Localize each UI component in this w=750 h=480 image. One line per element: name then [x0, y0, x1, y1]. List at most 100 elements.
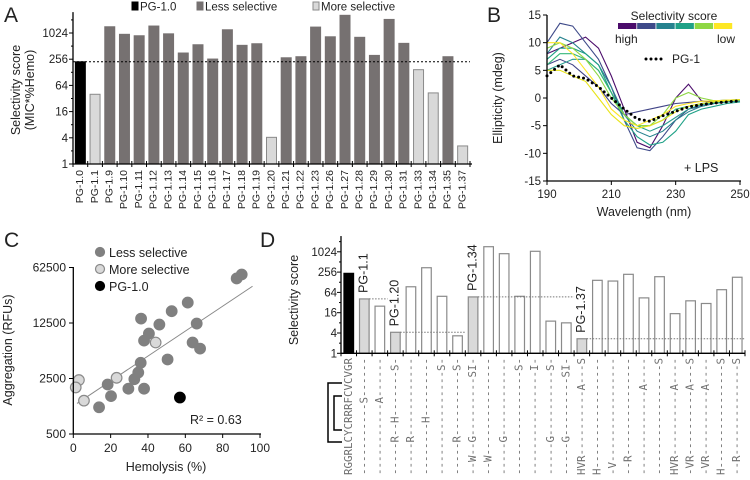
sequence-label: -----G------------	[497, 358, 510, 475]
less-selective-point	[230, 272, 243, 285]
x-tick-label: PG-1.19	[251, 170, 263, 209]
x-tick-label: PG-1.11	[133, 170, 145, 208]
legend-label: Less selective	[109, 246, 188, 260]
x-tick-label: PG-1.10	[118, 170, 130, 209]
y-tick-label: -5	[531, 121, 541, 133]
y-tick-label: 16	[324, 308, 337, 320]
cd-spectrum-line-9	[547, 69, 741, 129]
variant-bar	[607, 280, 619, 354]
x-tick-label: 190	[537, 189, 556, 201]
y-tick-label: 16	[55, 107, 68, 119]
bar-PG-1.26	[324, 36, 336, 165]
bar-PG-1.11	[133, 35, 145, 165]
bar-PG-1.16	[207, 58, 219, 165]
panel-b-cd-spectra: -15 -10 -5 0 5 10 15 190 210 230 250 Wavelength (nm…	[491, 9, 750, 219]
sequence-label: RGGRLCYCRRRFCVCVGR	[342, 358, 355, 476]
variant-bar	[716, 289, 728, 354]
y-tick-label: 256	[49, 54, 68, 66]
variant-bar	[498, 253, 510, 354]
colorbar-segment	[656, 23, 675, 29]
x-tick-label: PG-1.22	[295, 170, 307, 209]
bar-PG-1.18	[236, 44, 248, 165]
sequence-label: H----------------S	[715, 358, 728, 475]
y-tick-label: 1	[331, 348, 337, 360]
x-tick-label: PG-1.17	[221, 170, 233, 209]
variant-bar	[405, 286, 417, 354]
disulfide-bracket-inner	[333, 395, 342, 431]
sequence-label: ----------------S-	[435, 358, 448, 475]
sequence-label: H-----------------	[590, 358, 603, 475]
variant-bar	[374, 305, 386, 354]
bar-PG-1.34	[427, 92, 439, 165]
variant-bar	[700, 302, 712, 354]
more-selective-point	[110, 371, 123, 384]
highlight-label: PG-1.34	[465, 244, 479, 291]
variant-bar	[436, 295, 448, 354]
x-tick-label: 250	[730, 189, 749, 201]
variant-bar	[514, 295, 526, 354]
variant-bar	[529, 250, 541, 354]
x-tick-label: PG-1.16	[206, 170, 218, 209]
x-tick-label: PG-1.20	[265, 170, 277, 209]
y-axis-label: Selectivity score	[287, 255, 301, 345]
x-tick-label: PG-1.35	[442, 170, 454, 209]
less-selective-point	[138, 334, 150, 347]
colorbar-segment	[637, 23, 656, 29]
y-tick-label: 2500	[39, 372, 66, 386]
reference-pg1-line	[545, 62, 742, 123]
variant-bar	[560, 322, 572, 354]
x-tick-label: PG-1.13	[162, 170, 174, 209]
less-selective-point	[194, 342, 206, 355]
legend-marker	[94, 280, 106, 292]
legend-swatch-more	[312, 1, 320, 11]
sequence-label: --------H---------	[419, 358, 432, 475]
cd-spectrum-line-1	[546, 22, 741, 152]
sequence-label: -----------------S	[653, 358, 666, 475]
y-tick-label: 64	[55, 80, 68, 92]
less-selective-point	[101, 378, 114, 391]
variant-bar	[623, 273, 634, 354]
sequence-label: ----------------I-	[528, 358, 541, 475]
bar-PG-1.20	[266, 136, 277, 165]
bar-PG-1.31	[398, 42, 410, 165]
x-tick-label: PG-1.37	[456, 170, 468, 209]
sequence-label: -----G----------S-	[544, 358, 557, 475]
panel-d-bar-chart: RGGRLCYCRRRFCVCVGR -----------S------ ----…	[287, 236, 746, 476]
colorbar-title: Selectivity score	[631, 9, 718, 23]
bar-PG-1.35	[442, 56, 454, 165]
less-selective-point	[105, 390, 117, 403]
y-tick-label: 5	[535, 65, 541, 77]
panel-label-d: D	[260, 229, 275, 252]
less-selective-point	[165, 305, 178, 318]
x-tick-label: 40	[141, 441, 155, 455]
panel-c-scatter: Less selective More selective PG-1.0 500 250…	[1, 246, 270, 474]
x-axis-label: Hemolysis (%)	[126, 460, 207, 474]
less-selective-point	[134, 356, 147, 369]
x-tick-label: PG-1.30	[383, 170, 395, 209]
legend-label: More selective	[109, 263, 190, 277]
pg-1-0-point	[174, 391, 186, 404]
bar-PG-1.37	[457, 145, 469, 165]
legend-swatch-less	[196, 1, 204, 11]
disulfide-bracket-outer	[327, 382, 342, 443]
variant-bar	[452, 335, 463, 354]
cd-spectrum-line-3	[546, 36, 741, 138]
bar-PG-1.21	[280, 57, 292, 165]
bar-PG-1.15	[192, 44, 204, 165]
x-tick-label: PG-1.28	[354, 170, 366, 209]
bar-PG-1.12	[148, 25, 160, 165]
legend-label: PG-1.0	[109, 280, 149, 294]
variant-bar	[591, 279, 603, 354]
sequence-label: HVR----------A----	[668, 358, 681, 475]
legend-marker	[94, 246, 106, 258]
bar-PG-1.29	[368, 54, 380, 165]
less-selective-point	[135, 312, 147, 325]
sequence-label: -----------A------	[373, 358, 386, 475]
sequence-label: -VR----------A---S	[684, 358, 697, 475]
y-axis-label-units: (MIC*%Hemo)	[23, 50, 37, 131]
sequence-label: HVR----------A---S	[575, 358, 588, 475]
sequence-label: -VR----------A----	[699, 358, 712, 475]
colorbar-low-label: low	[717, 32, 735, 46]
variant-bar	[685, 300, 697, 354]
y-tick-label: 1024	[311, 247, 337, 259]
